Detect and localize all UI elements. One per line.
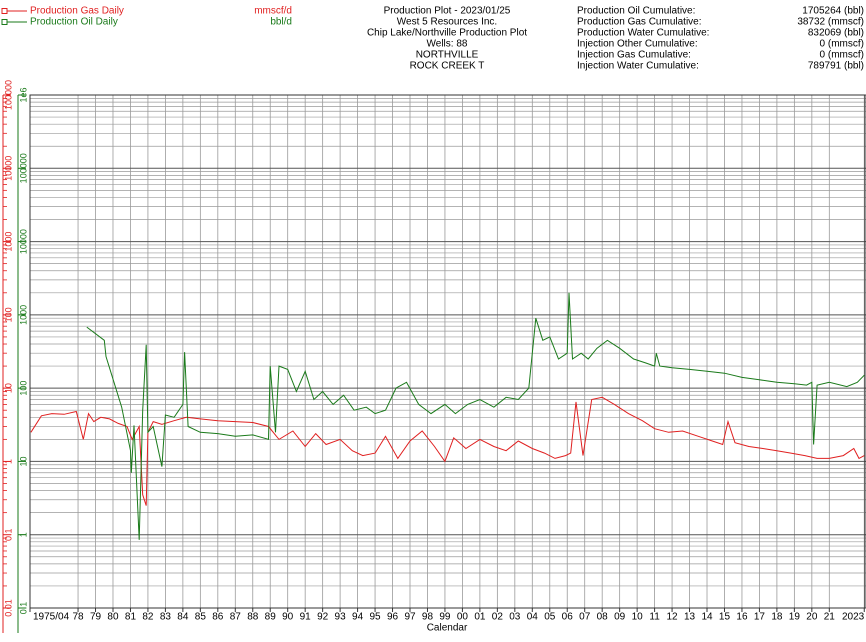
subtitle: NORTHVILLE <box>416 50 479 61</box>
x-tick-label: 87 <box>230 612 242 623</box>
x-tick-label: 20 <box>806 612 818 623</box>
legend-marker <box>1 19 8 25</box>
y-tick-label: 1 <box>3 459 13 464</box>
series-line <box>86 292 865 540</box>
x-tick-label: 19 <box>789 612 801 623</box>
x-tick-label: 95 <box>369 612 381 623</box>
x-tick-label: 91 <box>300 612 312 623</box>
x-tick-label: 88 <box>247 612 259 623</box>
x-tick-label: 96 <box>387 612 399 623</box>
x-tick-label: 02 <box>492 612 504 623</box>
x-tick-label: 80 <box>107 612 119 623</box>
y-tick-label: 1000 <box>3 232 13 252</box>
x-tick-label: 08 <box>597 612 609 623</box>
x-tick-label: 18 <box>771 612 783 623</box>
x-tick-label: 05 <box>544 612 556 623</box>
stat-label: Production Oil Cumulative: <box>577 6 695 17</box>
y-tick-label: 10000 <box>3 156 13 181</box>
x-tick-label: 14 <box>701 612 713 623</box>
y2-tick-label: 100000 <box>18 153 28 183</box>
y2-tick-label: 100 <box>18 381 28 396</box>
x-tick-label: 99 <box>439 612 451 623</box>
x-tick-label: 07 <box>579 612 591 623</box>
stat-value: 0 (mmscf) <box>820 50 864 61</box>
stat-value: 0 (mmscf) <box>820 39 864 50</box>
legend-marker <box>1 8 8 14</box>
x-tick-label: 90 <box>282 612 294 623</box>
x-tick-label: 92 <box>317 612 329 623</box>
stat-value: 789791 (bbl) <box>808 61 864 72</box>
series-line <box>30 396 865 506</box>
legend-label: Production Gas Daily <box>30 6 124 17</box>
legend-label: Production Oil Daily <box>30 17 118 28</box>
x-tick-label: 83 <box>160 612 172 623</box>
x-tick-label: 13 <box>684 612 696 623</box>
x-tick-label: 01 <box>474 612 486 623</box>
x-tick-label: 2023 <box>842 612 865 623</box>
stat-value: 38732 (mmscf) <box>797 17 864 28</box>
y2-tick-label: 10 <box>18 456 28 466</box>
legend-unit: bbl/d <box>270 17 292 28</box>
x-tick-label: 86 <box>212 612 224 623</box>
x-tick-label: 81 <box>125 612 137 623</box>
x-tick-label: 10 <box>632 612 644 623</box>
stat-value: 1705264 (bbl) <box>802 6 864 17</box>
plot-frame <box>29 94 866 609</box>
y2-tick-label: 1e6 <box>18 87 28 102</box>
legend-unit: mmscf/d <box>254 6 292 17</box>
x-tick-label: 17 <box>754 612 766 623</box>
y-tick-label: 100 <box>3 307 13 322</box>
stat-label: Injection Other Cumulative: <box>577 39 698 50</box>
x-tick-label: 94 <box>352 612 364 623</box>
x-tick-label: 21 <box>824 612 836 623</box>
stat-label: Production Gas Cumulative: <box>577 17 702 28</box>
x-tick-label: 12 <box>667 612 679 623</box>
x-tick-label: 04 <box>527 612 539 623</box>
x-tick-label: 93 <box>335 612 347 623</box>
y-tick-label: 100000 <box>3 80 13 110</box>
subtitle: ROCK CREEK T <box>410 61 485 72</box>
stat-value: 832069 (bbl) <box>808 28 864 39</box>
x-tick-label: 06 <box>562 612 574 623</box>
x-tick-label: 15 <box>719 612 731 623</box>
stat-label: Production Water Cumulative: <box>577 28 709 39</box>
x-tick-label: 11 <box>649 612 660 623</box>
x-tick-label: 1975/04 <box>33 612 70 623</box>
x-tick-label: 97 <box>404 612 416 623</box>
y-tick-label: 10 <box>3 383 13 393</box>
x-tick-label: 78 <box>72 612 84 623</box>
y-tick-label: 0.01 <box>3 599 13 617</box>
subtitle: Chip Lake/Northville Production Plot <box>367 28 527 39</box>
x-tick-label: 82 <box>142 612 154 623</box>
x-tick-label: 09 <box>614 612 626 623</box>
chart-title: Production Plot - 2023/01/25 <box>384 6 511 17</box>
subtitle: West 5 Resources Inc. <box>397 17 497 28</box>
x-tick-label: 79 <box>90 612 102 623</box>
x-axis-title: Calendar <box>427 623 468 634</box>
subtitle: Wells: 88 <box>427 39 468 50</box>
x-tick-label: 84 <box>177 612 189 623</box>
x-tick-label: 03 <box>509 612 521 623</box>
stat-label: Injection Water Cumulative: <box>577 61 699 72</box>
y2-tick-label: 0.1 <box>18 602 28 615</box>
x-tick-label: 89 <box>265 612 277 623</box>
y2-tick-label: 10000 <box>18 229 28 254</box>
x-tick-label: 16 <box>736 612 748 623</box>
y-tick-label: 0.1 <box>3 528 13 541</box>
stat-label: Injection Gas Cumulative: <box>577 50 691 61</box>
x-tick-label: 85 <box>195 612 207 623</box>
y2-tick-label: 1 <box>18 532 28 537</box>
y2-tick-label: 1000 <box>18 305 28 325</box>
x-tick-label: 98 <box>422 612 434 623</box>
x-tick-label: 00 <box>457 612 469 623</box>
